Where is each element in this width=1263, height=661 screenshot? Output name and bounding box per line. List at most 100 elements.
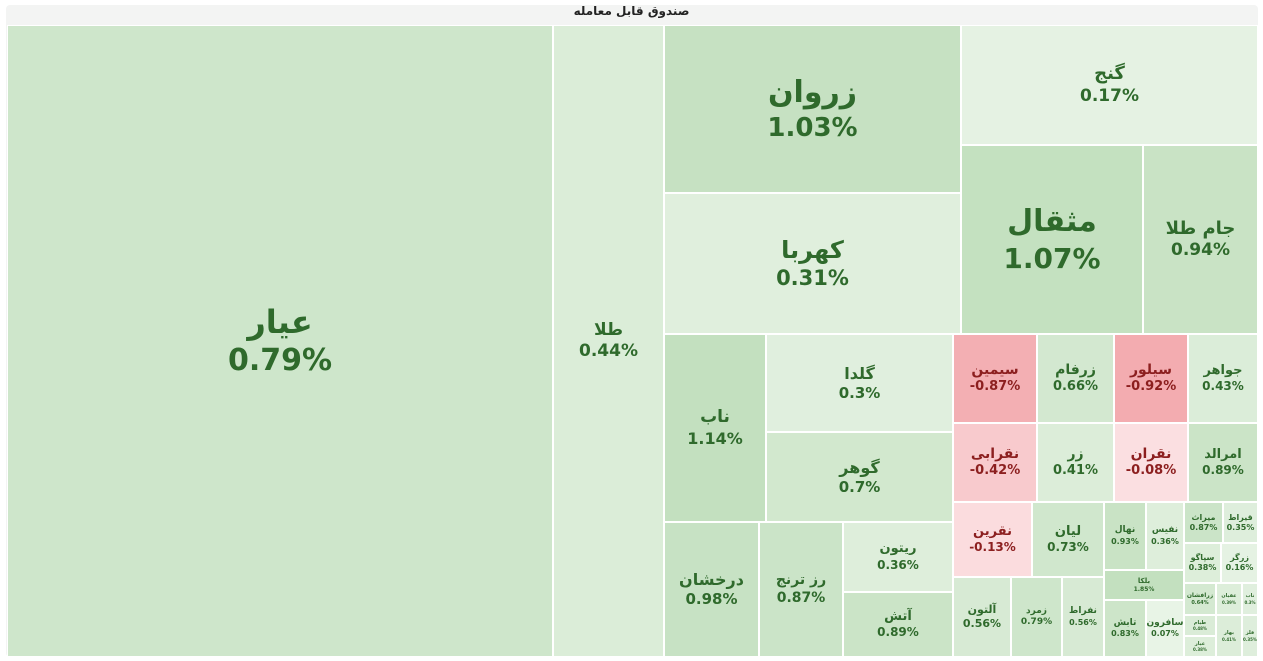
tile-name: نقران <box>1130 445 1172 462</box>
treemap-tile[interactable]: ناب 1.14% <box>664 334 766 522</box>
tile-name: نفیس <box>1151 525 1179 536</box>
treemap-tile[interactable]: عیار 0.38% <box>1184 636 1216 657</box>
tile-name: گنج <box>1094 63 1125 85</box>
tile-name: قیراط <box>1228 512 1253 522</box>
tile-percent: 0.16% <box>1225 563 1254 572</box>
treemap-tile[interactable]: مثقال 1.07% <box>961 145 1143 334</box>
tile-name: طیام <box>1193 619 1207 626</box>
tile-percent: 0.39% <box>1222 599 1236 605</box>
treemap-tile[interactable]: زر 0.41% <box>1037 423 1114 502</box>
chart-title: صندوق قابل معامله <box>573 4 690 18</box>
tile-name: آلتون <box>967 603 997 617</box>
tile-percent: 0.41% <box>1052 463 1099 479</box>
tile-name: طلا <box>594 319 623 340</box>
tile-percent: 0.31% <box>776 266 849 291</box>
tile-percent: 0.56% <box>962 617 1002 630</box>
tile-name: ریتون <box>879 541 917 557</box>
tile-name: زرفام <box>1055 361 1096 378</box>
tile-percent: -0.13% <box>969 540 1016 555</box>
tile-percent: 0.36% <box>877 557 919 572</box>
treemap-tile[interactable]: طلا 0.44% <box>553 25 664 657</box>
treemap-tile[interactable]: سپاگو 0.38% <box>1184 543 1221 583</box>
tile-name: نقرین <box>973 523 1012 539</box>
treemap-tile[interactable]: ریتون 0.36% <box>843 522 953 592</box>
tile-name: مثقال <box>1007 204 1097 240</box>
treemap-tile[interactable]: نفیس 0.36% <box>1146 502 1184 570</box>
tile-name: سپاگو <box>1190 553 1215 562</box>
treemap-tile[interactable]: جام طلا 0.94% <box>1143 145 1258 334</box>
tile-percent: 0.94% <box>1171 240 1230 261</box>
treemap-tile[interactable]: زروان 1.03% <box>664 25 961 193</box>
tile-name: نقرابی <box>970 445 1020 462</box>
treemap-tile[interactable]: تابش 0.83% <box>1104 600 1146 657</box>
tile-name: جواهر <box>1203 362 1243 378</box>
treemap-tile[interactable]: فلز 0.35% <box>1242 615 1258 657</box>
tile-name: امرالد <box>1204 446 1242 462</box>
tile-percent: 0.41% <box>1222 636 1236 642</box>
treemap-tile[interactable]: گلدا 0.3% <box>766 334 953 432</box>
tile-percent: 0.43% <box>1202 379 1244 394</box>
tile-percent: 0.48% <box>1193 626 1207 632</box>
treemap-tile[interactable]: کهربا 0.31% <box>664 193 961 334</box>
treemap-tile[interactable]: نقرابی -0.42% <box>953 423 1037 502</box>
treemap-tile[interactable]: میراث 0.87% <box>1184 502 1223 543</box>
treemap-tile[interactable]: آتش 0.89% <box>843 592 953 657</box>
tile-name: تابش <box>1113 617 1137 628</box>
treemap-tile[interactable]: سیلور -0.92% <box>1114 334 1188 423</box>
treemap-tile[interactable]: نهال 0.93% <box>1104 502 1146 570</box>
treemap-tile[interactable]: طیام 0.48% <box>1184 615 1216 636</box>
treemap-tile[interactable]: سافرون 0.07% <box>1146 600 1184 657</box>
tile-name: زرگر <box>1230 553 1249 562</box>
tile-name: عیار <box>247 303 313 342</box>
tile-percent: 1.03% <box>767 112 858 143</box>
tile-name: زر <box>1067 445 1084 462</box>
tile-name: بهار <box>1224 630 1234 637</box>
treemap-tile[interactable]: درخشان 0.98% <box>664 522 759 657</box>
treemap-tile[interactable]: نفراط 0.56% <box>1062 577 1104 657</box>
tile-percent: 0.36% <box>1151 536 1179 546</box>
tile-percent: 0.64% <box>1191 599 1209 606</box>
tile-percent: 0.79% <box>227 343 333 379</box>
treemap-tile[interactable]: آلتون 0.56% <box>953 577 1011 657</box>
treemap-tile[interactable]: نقرین -0.13% <box>953 502 1032 577</box>
tile-percent: 0.3% <box>1244 599 1256 605</box>
tile-name: نهال <box>1114 525 1136 536</box>
treemap-tile[interactable]: گوهر 0.7% <box>766 432 953 522</box>
tile-percent: 0.7% <box>838 477 881 496</box>
tile-percent: 0.56% <box>1069 617 1097 627</box>
treemap-tile[interactable]: زمرد 0.79% <box>1011 577 1062 657</box>
tile-percent: 0.87% <box>776 589 826 606</box>
tile-name: نفراط <box>1069 606 1097 617</box>
treemap-tile[interactable]: قیراط 0.35% <box>1223 502 1258 543</box>
tile-percent: 0.83% <box>1111 629 1139 639</box>
treemap-tile[interactable]: گنج 0.17% <box>961 25 1258 145</box>
treemap-tile[interactable]: زرگر 0.16% <box>1221 543 1258 583</box>
tile-name: عقیان <box>1221 593 1237 600</box>
tile-percent: 0.98% <box>685 590 738 609</box>
tile-percent: 1.07% <box>1003 241 1101 275</box>
tile-name: سیمین <box>971 361 1019 378</box>
treemap-tile[interactable]: ناب 0.3% <box>1242 583 1258 615</box>
tile-name: لیان <box>1054 523 1082 539</box>
treemap-tile[interactable]: عیار 0.79% <box>7 25 553 657</box>
tile-name: میراث <box>1191 512 1216 522</box>
tile-percent: 0.44% <box>579 341 638 361</box>
treemap-tile[interactable]: امرالد 0.89% <box>1188 423 1258 502</box>
treemap-tile[interactable]: زرافشان 0.64% <box>1184 583 1216 615</box>
treemap-tile[interactable]: نقران -0.08% <box>1114 423 1188 502</box>
treemap-tile[interactable]: سیمین -0.87% <box>953 334 1037 423</box>
tile-name: گلدا <box>844 363 875 383</box>
treemap-tile[interactable]: زرفام 0.66% <box>1037 334 1114 423</box>
treemap-tile[interactable]: لیان 0.73% <box>1032 502 1104 577</box>
tile-name: بلکا <box>1137 576 1151 585</box>
tile-percent: 0.89% <box>877 625 919 640</box>
treemap-tile[interactable]: عقیان 0.39% <box>1216 583 1242 615</box>
treemap-tile[interactable]: رز ترنج 0.87% <box>759 522 843 657</box>
treemap-tile[interactable]: جواهر 0.43% <box>1188 334 1258 423</box>
tile-percent: -0.92% <box>1125 379 1177 395</box>
tile-name: کهربا <box>781 236 844 265</box>
treemap-tile[interactable]: بلکا 1.85% <box>1104 570 1184 600</box>
tile-percent: 0.93% <box>1111 536 1139 546</box>
treemap-tile[interactable]: بهار 0.41% <box>1216 615 1242 657</box>
tile-name: زمرد <box>1026 605 1047 616</box>
